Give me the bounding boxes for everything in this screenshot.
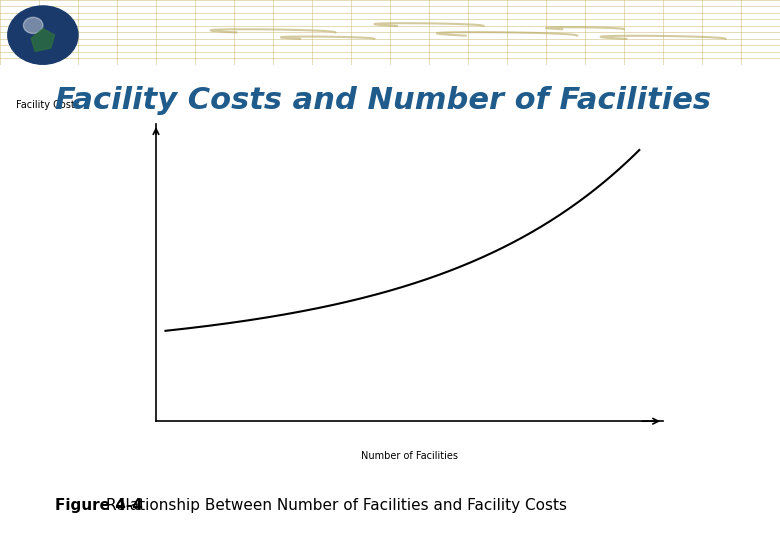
Circle shape (23, 17, 43, 33)
Text: Facility Costs and Number of Facilities: Facility Costs and Number of Facilities (55, 86, 711, 116)
Polygon shape (31, 29, 55, 51)
Text: Figure 4-4: Figure 4-4 (55, 498, 147, 513)
Text: Number of Facilities: Number of Facilities (361, 451, 458, 461)
Circle shape (8, 6, 78, 64)
Text: Relationship Between Number of Facilities and Facility Costs: Relationship Between Number of Facilitie… (106, 498, 567, 513)
Text: Facility Costs: Facility Costs (16, 100, 80, 111)
